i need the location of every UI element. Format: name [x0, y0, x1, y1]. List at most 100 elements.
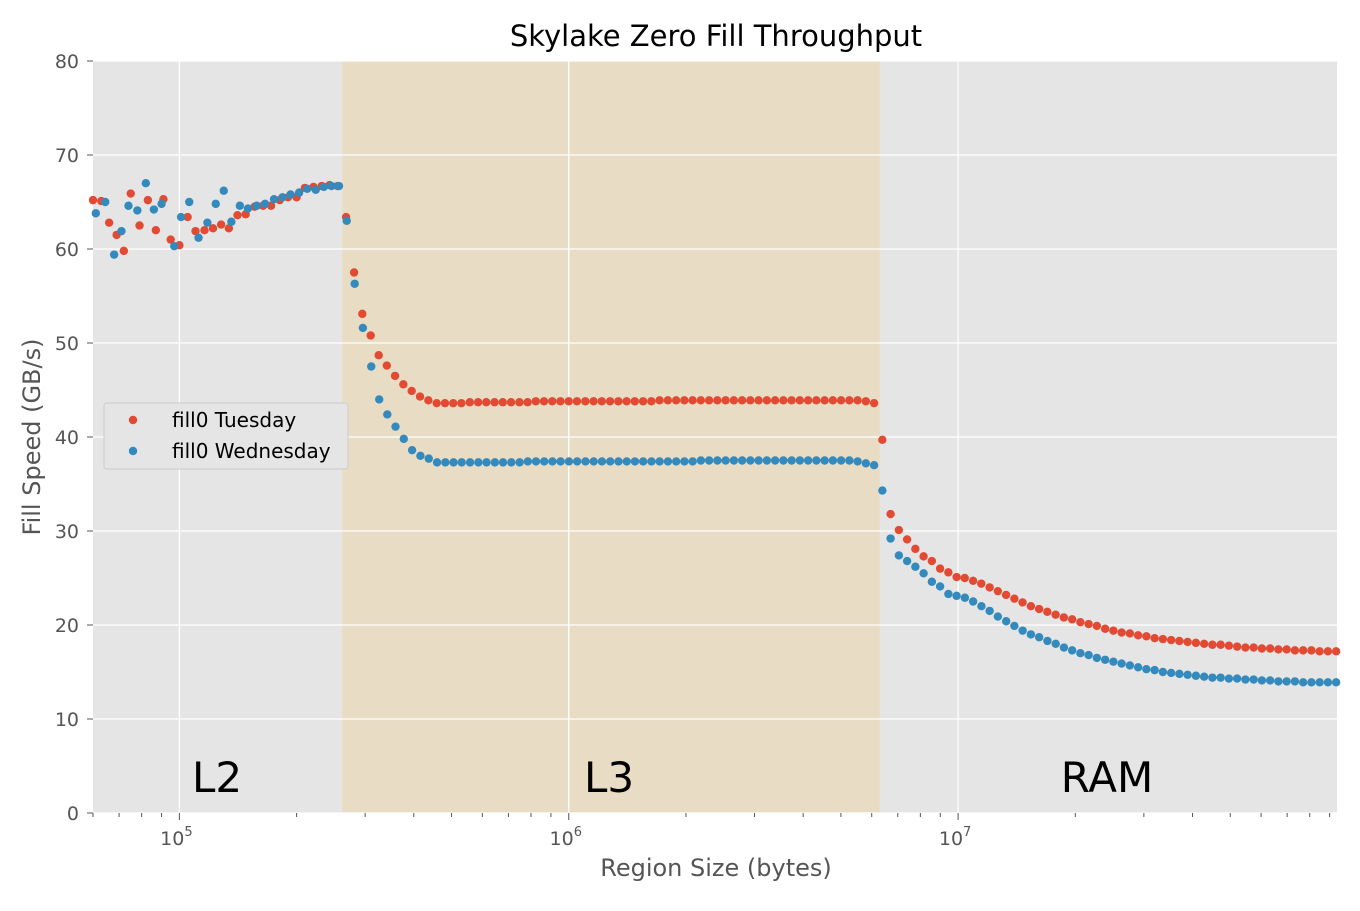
data-point: [391, 422, 400, 431]
data-point: [1100, 655, 1110, 664]
data-point: [440, 398, 450, 408]
data-point: [183, 212, 192, 222]
data-point: [1323, 647, 1333, 656]
data-point: [1142, 664, 1151, 674]
data-point: [457, 398, 466, 408]
data-point: [597, 457, 607, 466]
data-point: [506, 398, 516, 407]
data-point: [474, 458, 483, 467]
data-point: [737, 396, 747, 405]
data-point: [985, 606, 994, 616]
data-point: [1018, 598, 1027, 607]
data-point: [680, 457, 689, 466]
data-point: [375, 395, 384, 404]
data-point: [993, 612, 1003, 621]
data-point: [1290, 646, 1300, 655]
data-point: [1199, 672, 1209, 681]
data-point: [185, 197, 194, 207]
data-point: [358, 309, 367, 319]
data-point: [1010, 621, 1019, 631]
data-point: [1043, 636, 1052, 646]
data-point: [216, 220, 226, 229]
region-label-ram: RAM: [1061, 753, 1153, 802]
data-point: [482, 398, 491, 407]
data-point: [432, 398, 441, 408]
data-point: [203, 218, 212, 227]
y-axis-label: Fill Speed (GB/s): [18, 339, 46, 536]
data-point: [101, 197, 110, 207]
data-point: [696, 396, 706, 405]
data-point: [200, 226, 209, 235]
data-point: [1290, 677, 1300, 686]
data-point: [1232, 674, 1242, 683]
data-point: [647, 457, 656, 466]
data-point: [243, 204, 253, 213]
data-point: [157, 199, 166, 209]
legend-label-tuesday: fill0 Tuesday: [172, 408, 296, 432]
y-tick-label: 0: [67, 803, 79, 825]
data-point: [779, 456, 788, 465]
data-point: [117, 226, 126, 236]
data-point: [149, 205, 159, 214]
data-point: [1315, 647, 1324, 656]
data-point: [176, 212, 186, 222]
data-point: [294, 188, 304, 197]
data-point: [319, 182, 329, 192]
data-point: [630, 397, 640, 406]
data-point: [1323, 678, 1333, 687]
data-point: [252, 201, 261, 210]
data-point: [548, 457, 557, 466]
data-point: [303, 184, 312, 194]
data-point: [1109, 657, 1118, 666]
data-point: [1067, 646, 1077, 655]
data-point: [1274, 645, 1283, 654]
data-point: [366, 331, 375, 340]
series-wednesday: [91, 179, 1341, 687]
data-point: [1257, 644, 1267, 653]
data-point: [828, 396, 838, 405]
data-point: [407, 445, 417, 455]
data-point: [1265, 644, 1275, 653]
data-point: [151, 226, 161, 235]
data-point: [894, 525, 904, 535]
data-point: [424, 396, 433, 405]
data-point: [126, 189, 135, 198]
data-point: [836, 396, 846, 405]
x-axis-label: Region Size (bytes): [600, 854, 832, 882]
data-point: [465, 458, 475, 467]
data-point: [235, 201, 245, 210]
data-point: [473, 398, 483, 407]
data-point: [548, 397, 557, 406]
data-point: [845, 456, 854, 465]
data-point: [191, 226, 200, 236]
data-point: [1133, 631, 1143, 640]
data-point: [968, 576, 978, 586]
data-point: [1298, 678, 1308, 687]
data-point: [597, 397, 607, 406]
data-point: [194, 233, 203, 242]
data-point: [1208, 673, 1217, 682]
data-point: [490, 458, 500, 467]
data-point: [729, 396, 739, 405]
data-point: [1257, 676, 1267, 685]
data-point: [836, 456, 846, 465]
data-point: [1150, 633, 1159, 643]
data-point: [754, 456, 763, 465]
data-point: [432, 458, 442, 467]
data-point: [622, 457, 631, 466]
data-point: [935, 582, 945, 591]
data-point: [367, 362, 376, 371]
data-point: [977, 579, 986, 588]
data-point: [1216, 673, 1225, 682]
data-point: [927, 577, 937, 586]
data-point: [523, 457, 533, 466]
data-point: [754, 396, 763, 405]
data-point: [869, 461, 879, 470]
data-point: [424, 454, 433, 463]
data-point: [589, 457, 598, 466]
data-point: [531, 397, 541, 406]
data-point: [704, 396, 714, 405]
data-point: [1249, 643, 1258, 652]
data-point: [498, 398, 507, 407]
